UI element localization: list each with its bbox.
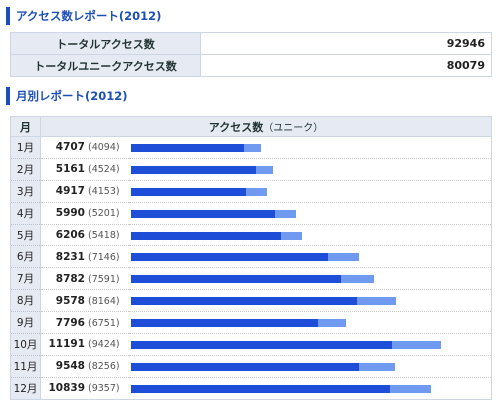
- unique-count: (9357): [88, 383, 120, 395]
- monthly-report-title: 月別レポート(2012): [6, 87, 128, 105]
- unique-bar: [130, 319, 318, 328]
- unique-bar: [130, 362, 360, 371]
- bar-cell: [128, 224, 492, 247]
- count-cell: 8782 (7591): [40, 267, 129, 291]
- summary-table: トータルアクセス数 92946 トータルユニークアクセス数 80079: [10, 32, 492, 77]
- total-count: 8231: [55, 250, 85, 263]
- unique-count: (9424): [88, 339, 120, 351]
- unique-bar: [130, 187, 246, 196]
- unique-count: (8256): [88, 361, 120, 373]
- monthly-header-row: 月 アクセス数（ユニーク）: [10, 116, 492, 137]
- count-cell: 10839 (9357): [40, 377, 129, 400]
- unique-count: (4524): [88, 164, 120, 176]
- unique-header-label: （ユニーク）: [263, 122, 324, 134]
- month-cell: 1月: [10, 136, 41, 159]
- table-row: 7月 8782 (7591): [10, 267, 492, 291]
- count-cell: 4917 (4153): [40, 180, 129, 203]
- unique-bar: [130, 384, 390, 393]
- month-cell: 7月: [10, 267, 41, 291]
- summary-row-total: トータルアクセス数 92946: [10, 32, 492, 55]
- count-cell: 8231 (7146): [40, 245, 129, 269]
- bar-cell: [128, 158, 492, 181]
- bar-cell: [128, 355, 492, 378]
- summary-row-unique: トータルユニークアクセス数 80079: [10, 54, 492, 77]
- bar-cell: [128, 245, 492, 269]
- bar-cell: [128, 136, 492, 159]
- bar-cell: [128, 311, 492, 335]
- bar-cell: [128, 202, 492, 225]
- total-count: 9578: [55, 294, 85, 307]
- total-count: 6206: [55, 229, 85, 241]
- table-row: 3月 4917 (4153): [10, 180, 492, 203]
- total-count: 7796: [55, 316, 85, 329]
- unique-bar: [130, 275, 341, 284]
- month-cell: 12月: [10, 377, 41, 400]
- month-cell: 4月: [10, 202, 41, 225]
- total-count: 9548: [55, 360, 85, 373]
- table-row: 4月 5990 (5201): [10, 202, 492, 225]
- monthly-table: 月 アクセス数（ユニーク） 1月 4707 (4094) 2月 5161 (4524) 3月…: [10, 116, 492, 400]
- month-cell: 10月: [10, 333, 41, 356]
- access-header-label: アクセス数: [208, 120, 264, 134]
- bar-cell: [128, 333, 492, 356]
- total-count: 4707: [55, 141, 85, 154]
- summary-value-unique: 80079: [200, 54, 492, 77]
- total-count: 10839: [48, 382, 85, 395]
- access-report-title: アクセス数レポート(2012): [6, 7, 161, 25]
- count-cell: 6206 (5418): [40, 224, 129, 247]
- bar-cell: [128, 289, 492, 313]
- unique-count: (4094): [88, 142, 120, 154]
- unique-count: (4153): [88, 186, 120, 198]
- total-count: 5990: [55, 207, 85, 220]
- bar-cell: [128, 267, 492, 291]
- count-cell: 9548 (8256): [40, 355, 129, 378]
- table-row: 11月 9548 (8256): [10, 355, 492, 378]
- table-row: 1月 4707 (4094): [10, 136, 492, 159]
- unique-bar: [130, 165, 256, 174]
- access-column-header: アクセス数（ユニーク）: [40, 116, 492, 137]
- summary-label-total: トータルアクセス数: [10, 32, 201, 55]
- bar-cell: [128, 377, 492, 400]
- table-row: 2月 5161 (4524): [10, 158, 492, 181]
- unique-count: (5201): [88, 208, 120, 220]
- table-row: 10月 11191 (9424): [10, 333, 492, 356]
- unique-count: (6751): [88, 317, 120, 329]
- month-cell: 5月: [10, 224, 41, 247]
- count-cell: 4707 (4094): [40, 136, 129, 159]
- count-cell: 5161 (4524): [40, 158, 129, 181]
- unique-bar: [130, 297, 357, 306]
- table-row: 12月 10839 (9357): [10, 377, 492, 400]
- month-cell: 11月: [10, 355, 41, 378]
- bar-cell: [128, 180, 492, 203]
- total-count: 11191: [48, 338, 85, 351]
- unique-count: (8164): [88, 295, 120, 307]
- unique-count: (7591): [88, 273, 120, 285]
- unique-bar: [130, 231, 281, 240]
- unique-count: (5418): [88, 230, 120, 241]
- table-row: 6月 8231 (7146): [10, 245, 492, 269]
- month-cell: 3月: [10, 180, 41, 203]
- summary-label-unique: トータルユニークアクセス数: [10, 54, 201, 77]
- month-cell: 8月: [10, 289, 41, 313]
- month-cell: 6月: [10, 245, 41, 269]
- month-cell: 2月: [10, 158, 41, 181]
- summary-value-total: 92946: [200, 32, 492, 55]
- unique-bar: [130, 341, 392, 350]
- count-cell: 11191 (9424): [40, 333, 129, 356]
- count-cell: 7796 (6751): [40, 311, 129, 335]
- unique-count: (7146): [88, 251, 120, 263]
- month-column-header: 月: [10, 116, 41, 137]
- month-cell: 9月: [10, 311, 41, 335]
- table-row: 8月 9578 (8164): [10, 289, 492, 313]
- count-cell: 5990 (5201): [40, 202, 129, 225]
- total-count: 5161: [55, 163, 85, 176]
- unique-bar: [130, 209, 275, 218]
- table-row: 5月 6206 (5418): [10, 224, 492, 247]
- table-row: 9月 7796 (6751): [10, 311, 492, 335]
- total-count: 4917: [55, 185, 85, 198]
- unique-bar: [130, 144, 244, 152]
- count-cell: 9578 (8164): [40, 289, 129, 313]
- total-count: 8782: [55, 272, 85, 285]
- unique-bar: [130, 253, 329, 262]
